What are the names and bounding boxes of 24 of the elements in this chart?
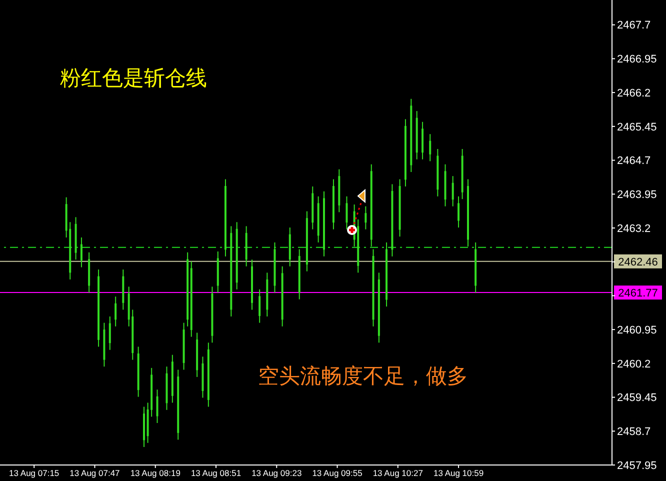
x-tick-label: 13 Aug 10:27 — [372, 468, 424, 478]
x-tick-label: 13 Aug 10:59 — [433, 468, 484, 478]
y-tick-label: 2467.7 — [617, 20, 651, 32]
y-tick-label: 2460.95 — [617, 324, 657, 336]
y-tick-label: 2463.95 — [617, 189, 657, 202]
y-tick-label: 2458.7 — [617, 426, 651, 438]
x-tick-label: 13 Aug 07:47 — [70, 468, 120, 478]
annotation: 空头流畅度不足，做多 — [258, 363, 468, 390]
y-tick-label: 2464.7 — [617, 155, 651, 168]
x-tick-label: 13 Aug 08:19 — [130, 468, 181, 478]
x-tick-label: 13 Aug 09:23 — [252, 468, 302, 478]
y-tick-label: 2459.45 — [617, 392, 657, 404]
x-tick-label: 13 Aug 07:15 — [9, 468, 60, 478]
x-tick-label: 13 Aug 09:55 — [312, 468, 363, 478]
y-tick-label: 2460.2 — [617, 358, 651, 370]
y-tick-label: 2463.2 — [617, 222, 651, 235]
ref-line-label: 2461.77 — [618, 288, 658, 300]
y-tick-label: 2466.2 — [617, 87, 651, 100]
y-tick-label: 2457.95 — [617, 460, 657, 472]
y-tick-label: 2466.95 — [617, 54, 657, 66]
annotation: 粉红色是斩仓线 — [60, 65, 207, 92]
y-tick-label: 2465.45 — [617, 121, 657, 134]
ref-line-label: 2462.46 — [618, 256, 658, 268]
x-tick-label: 13 Aug 08:51 — [190, 468, 242, 478]
